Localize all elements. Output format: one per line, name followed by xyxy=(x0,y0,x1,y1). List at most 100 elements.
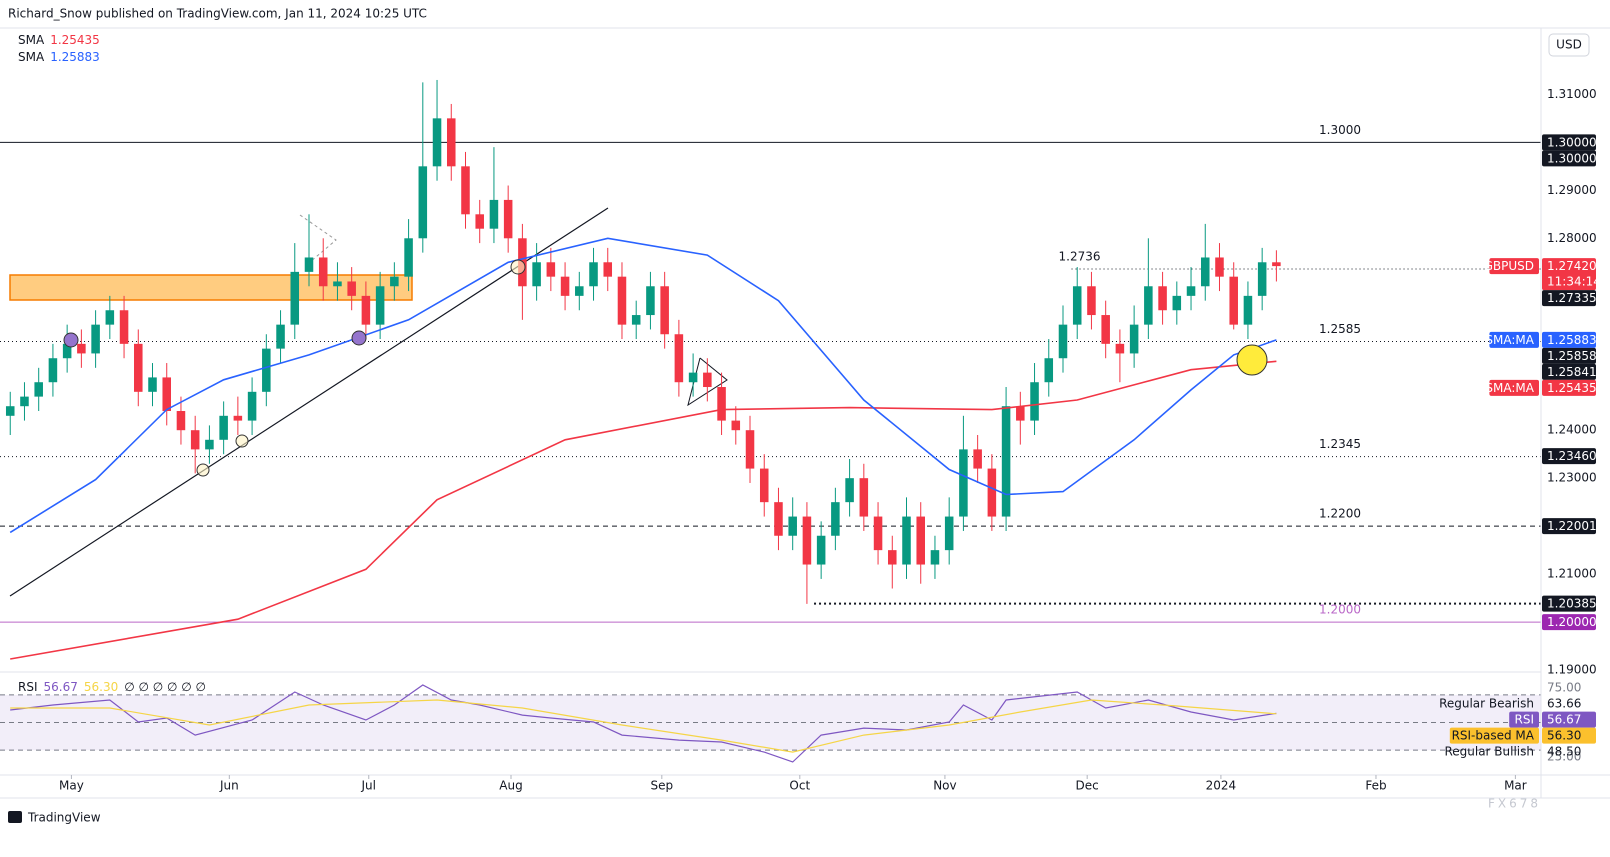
price-tag-label: 1.30000 xyxy=(1547,151,1597,165)
y-tick-label: 75.00 xyxy=(1547,681,1581,695)
candle-body xyxy=(233,415,243,421)
price-tag xyxy=(1542,150,1596,167)
candle-body xyxy=(219,415,228,440)
candle-body xyxy=(432,118,442,167)
legend: SMA 1.25435 xyxy=(18,33,100,47)
candle-body xyxy=(390,276,399,287)
price-tag-name: GBPUSD xyxy=(1484,259,1534,273)
price-tag-label: 1.20385 xyxy=(1547,597,1597,611)
legend-name: SMA xyxy=(18,33,45,47)
x-tick-label: May xyxy=(59,779,84,793)
candle-body xyxy=(1144,286,1153,325)
currency-button[interactable] xyxy=(1548,33,1590,57)
candle-body xyxy=(1272,262,1281,267)
candle-body xyxy=(560,276,570,296)
legend-value: 1.25883 xyxy=(50,50,100,64)
price-tag-label: 1.25883 xyxy=(1547,333,1597,347)
legend-name: RSI xyxy=(18,680,38,694)
candle-body xyxy=(91,324,100,354)
price-tag xyxy=(1542,363,1596,380)
price-tag-name: SMA:MA xyxy=(1485,333,1534,347)
candle-body xyxy=(788,516,797,536)
candle-body xyxy=(532,262,541,287)
candle-body xyxy=(987,468,997,517)
candle-body xyxy=(1172,295,1182,311)
candle-body xyxy=(774,502,783,536)
marker xyxy=(196,463,210,477)
candle-body xyxy=(20,396,29,407)
level-label: 1.2200 xyxy=(1319,507,1361,521)
price-tag-label: 56.30 xyxy=(1547,729,1581,743)
candle-body xyxy=(1129,324,1139,354)
price-tag-label: 1.25858 xyxy=(1547,349,1597,363)
legend-name: SMA xyxy=(18,50,45,64)
footer-logo: TradingView xyxy=(27,811,101,825)
candle-body xyxy=(660,286,669,335)
candle-body xyxy=(304,257,314,272)
candle-body xyxy=(1058,324,1068,359)
price-tag xyxy=(1542,258,1596,291)
candle-body xyxy=(589,262,598,287)
candle-body xyxy=(475,214,484,229)
legend: SMA 1.25883 xyxy=(18,50,100,64)
x-tick-label: Sep xyxy=(650,779,673,793)
candle-body xyxy=(190,430,200,450)
candle-body xyxy=(1030,382,1039,421)
x-tick-label: Oct xyxy=(789,779,810,793)
candle-body xyxy=(873,516,883,551)
line-series xyxy=(10,699,1277,753)
candle-body xyxy=(176,411,186,431)
price-tag-label: 1.27420 xyxy=(1547,259,1597,273)
candle-body xyxy=(361,295,371,325)
watermark: FX678 xyxy=(1488,797,1541,811)
candle-body xyxy=(546,262,556,277)
price-tag-name: RSI-based MA xyxy=(1452,729,1535,743)
candle-body xyxy=(1101,315,1110,344)
candle-body xyxy=(1229,276,1238,325)
candle-body xyxy=(461,166,470,215)
y-tick-label: 25.00 xyxy=(1547,750,1581,764)
candle-body xyxy=(1257,262,1267,296)
candle-body xyxy=(134,343,143,392)
zone xyxy=(9,274,413,301)
candle-body xyxy=(1215,257,1224,277)
candle-body xyxy=(162,377,172,412)
legend-value: 56.67 xyxy=(44,680,78,694)
price-tag xyxy=(1542,448,1596,465)
candle-body xyxy=(759,468,769,503)
marker xyxy=(510,259,526,275)
price-tag-name: SMA:MA xyxy=(1485,381,1534,395)
candle-body xyxy=(745,430,755,469)
candle-body xyxy=(62,343,72,359)
price-tag-label: 1.30000 xyxy=(1547,135,1597,149)
candle-body xyxy=(888,550,897,565)
price-tag-sub: 11:34:14 xyxy=(1547,275,1601,289)
candle-body xyxy=(503,199,513,239)
legend: RSI 56.67 56.30 ∅ ∅ ∅ ∅ ∅ ∅ xyxy=(18,680,206,694)
candle-body xyxy=(1243,295,1253,325)
x-tick-label: Nov xyxy=(933,779,956,793)
candle-body xyxy=(105,310,115,325)
candle-body xyxy=(247,391,257,421)
x-tick-label: Dec xyxy=(1076,779,1099,793)
candle-body xyxy=(902,516,911,565)
candle-body xyxy=(1186,286,1196,296)
candle-body xyxy=(688,372,698,383)
candle-body xyxy=(959,449,968,517)
candle-body xyxy=(119,310,129,344)
x-tick-label: Jun xyxy=(219,779,239,793)
legend-extra: ∅ ∅ ∅ ∅ ∅ ∅ xyxy=(124,680,206,694)
candle-body xyxy=(318,257,328,287)
y-tick-label: 1.24000 xyxy=(1547,423,1597,437)
price-tag-name-box xyxy=(1489,379,1539,396)
price-tag xyxy=(1542,518,1596,535)
candle-body xyxy=(5,406,15,416)
candle-body xyxy=(1158,286,1167,311)
price-tag-label: 1.22001 xyxy=(1547,519,1597,533)
price-tag xyxy=(1542,347,1596,364)
y-tick-label: 1.28000 xyxy=(1547,231,1597,245)
currency[interactable]: USD xyxy=(1556,38,1582,52)
price-tag-label: 1.25435 xyxy=(1547,381,1597,395)
candle-body xyxy=(1200,257,1210,287)
